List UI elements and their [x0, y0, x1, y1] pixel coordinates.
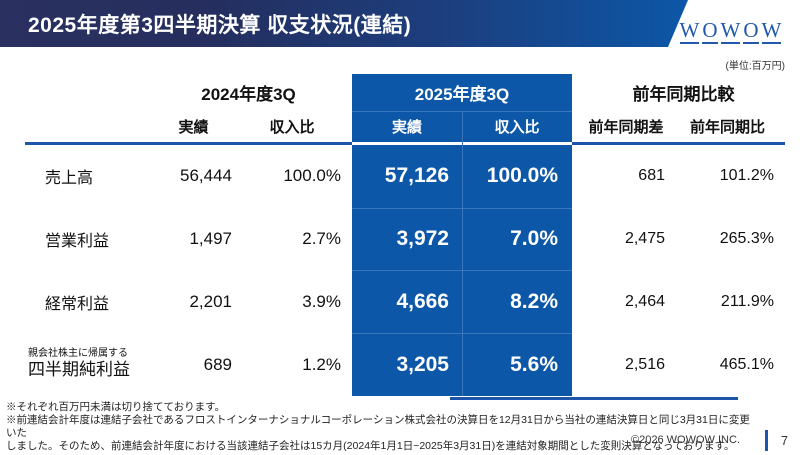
cell-ord-yoy-diff: 2,464	[624, 292, 665, 310]
col-header-ratio-2024: 収入比	[269, 119, 315, 136]
col-header-yoy-ratio: 前年同期比	[689, 119, 765, 136]
cell-op-ratio-2025: 7.0%	[510, 227, 558, 251]
cell-sales-yoy-diff: 681	[638, 167, 665, 185]
row-label-net-profit: 親会社株主に帰属する 四半期純利益	[25, 333, 150, 396]
col-header-ratio-2025: 収入比	[494, 119, 540, 136]
row-label-sales: 売上高	[45, 170, 94, 188]
header-underline-right	[572, 142, 785, 145]
cell-net-actual-2025: 3,205	[396, 352, 449, 376]
footnote-line: ※それぞれ百万円未満は切り捨てております。	[6, 401, 226, 413]
row-label-net-profit-note: 親会社株主に帰属する	[28, 348, 128, 360]
logo-letter: O	[702, 18, 718, 44]
cell-op-yoy-ratio: 265.3%	[719, 230, 774, 248]
row-label-operating-profit: 営業利益	[45, 233, 110, 251]
header-underline-left	[25, 142, 352, 145]
cell-net-ratio-2024: 1.2%	[302, 354, 341, 374]
cell-net-actual-2024: 689	[203, 354, 232, 374]
col-header-actual-2025: 実績	[391, 119, 422, 136]
col-header-actual-2024: 実績	[178, 119, 209, 136]
cell-ord-ratio-2025: 8.2%	[510, 289, 558, 313]
cell-sales-yoy-ratio: 101.2%	[719, 167, 774, 185]
cell-sales-ratio-2024: 100.0%	[283, 166, 341, 186]
cell-sales-actual-2024: 56,444	[180, 166, 232, 186]
page-number: 7	[781, 434, 788, 448]
row-label-ordinary-profit: 経常利益	[45, 295, 110, 313]
logo-letter: W	[761, 18, 782, 44]
unit-note: (単位:百万円)	[725, 61, 785, 72]
fy2025-highlight-column	[352, 74, 572, 396]
copyright: ©2026 WOWOW INC.	[631, 434, 740, 446]
cell-op-yoy-diff: 2,475	[624, 230, 665, 248]
column-group-fy2024: 2024年度3Q	[201, 85, 296, 104]
cell-net-yoy-diff: 2,516	[624, 355, 665, 373]
column-group-yoy: 前年同期比較	[632, 85, 735, 104]
logo-letter: O	[743, 18, 759, 44]
col-header-yoy-diff: 前年同期差	[588, 119, 664, 136]
footnote-line: しました。そのため、前連結会計年度における当該連結子会社は15カ月(2024年1…	[6, 439, 735, 452]
cell-op-actual-2025: 3,972	[396, 227, 449, 251]
page-number-divider	[765, 430, 768, 451]
logo-letter: W	[679, 18, 700, 44]
divider	[352, 333, 572, 334]
title-bar: 2025年度第3四半期決算 収支状況(連結)	[0, 0, 688, 47]
divider	[462, 111, 463, 396]
table-bottom-rule	[450, 397, 738, 400]
divider	[352, 208, 572, 209]
cell-ord-yoy-ratio: 211.9%	[720, 292, 774, 310]
cell-net-yoy-ratio: 465.1%	[719, 355, 774, 373]
row-label-net-profit-main: 四半期純利益	[28, 360, 130, 380]
cell-net-ratio-2025: 5.6%	[510, 352, 558, 376]
cell-ord-actual-2024: 2,201	[189, 291, 232, 311]
page-title: 2025年度第3四半期決算 収支状況(連結)	[28, 13, 412, 37]
cell-ord-actual-2025: 4,666	[396, 289, 449, 313]
logo-letter: W	[720, 18, 741, 44]
divider	[352, 270, 572, 271]
footnotes: ※それぞれ百万円未満は切り捨てております。 ※前連結会計年度は連結子会社であるフ…	[6, 401, 754, 453]
footnote-line: ※前連結会計年度は連結子会社であるフロストインターナショナルコーポレーション株式…	[6, 413, 750, 439]
column-group-fy2025: 2025年度3Q	[414, 85, 510, 104]
cell-ord-ratio-2024: 3.9%	[302, 291, 341, 311]
cell-op-actual-2024: 1,497	[189, 229, 232, 249]
cell-sales-actual-2025: 57,126	[384, 164, 449, 188]
cell-sales-ratio-2025: 100.0%	[486, 164, 558, 188]
cell-op-ratio-2024: 2.7%	[302, 229, 341, 249]
results-table: 2024年度3Q 2025年度3Q 前年同期比較 実績 収入比 実績 収入比 前…	[25, 74, 785, 396]
